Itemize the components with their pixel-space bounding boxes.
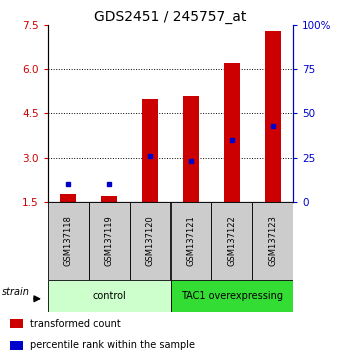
Text: transformed count: transformed count	[30, 319, 120, 329]
Text: control: control	[92, 291, 126, 301]
Bar	[265, 31, 281, 202]
Bar	[142, 98, 158, 202]
Text: GSM137119: GSM137119	[105, 215, 114, 266]
Text: strain: strain	[2, 287, 30, 297]
Bar	[101, 196, 117, 202]
Text: GSM137120: GSM137120	[146, 215, 154, 266]
Text: GSM137121: GSM137121	[187, 215, 195, 266]
Bar	[89, 202, 130, 280]
Text: percentile rank within the sample: percentile rank within the sample	[30, 341, 195, 350]
Text: GSM137122: GSM137122	[227, 215, 236, 266]
Text: GSM137118: GSM137118	[64, 215, 73, 266]
Bar	[170, 280, 293, 312]
Bar	[10, 319, 23, 329]
Bar	[170, 202, 211, 280]
Title: GDS2451 / 245757_at: GDS2451 / 245757_at	[94, 10, 247, 24]
Bar	[60, 194, 76, 202]
Bar	[224, 63, 240, 202]
Bar	[252, 202, 293, 280]
Bar	[183, 96, 199, 202]
Text: GSM137123: GSM137123	[268, 215, 277, 266]
Text: TAC1 overexpressing: TAC1 overexpressing	[181, 291, 283, 301]
Bar	[211, 202, 252, 280]
Bar	[10, 341, 23, 350]
Bar	[48, 202, 89, 280]
Bar	[48, 280, 170, 312]
Bar	[130, 202, 170, 280]
